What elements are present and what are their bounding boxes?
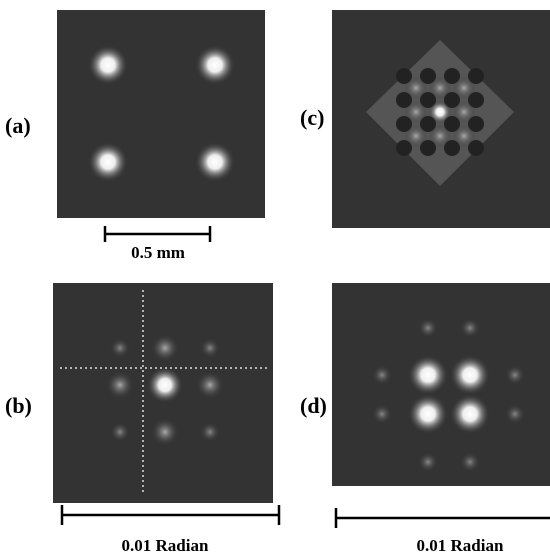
panel-b [53, 283, 273, 503]
scale-bar [62, 505, 279, 525]
scale-label: 0.01 Radian [122, 536, 209, 555]
panel-label: (d) [300, 393, 327, 418]
pattern-spot [444, 140, 460, 156]
figure: (a) 0.5 mm (c) (b) 0.01 Radian [0, 0, 550, 558]
panel-label: (a) [5, 113, 31, 138]
pattern-spot [468, 140, 484, 156]
scale-bar [105, 226, 210, 242]
scale-bar [336, 508, 550, 528]
scale-label: 0.01 Radian [417, 536, 504, 555]
panel-label: (c) [300, 105, 324, 130]
scale-label: 0.5 mm [131, 243, 185, 262]
panel-label: (b) [5, 393, 32, 418]
pattern-spot [396, 140, 412, 156]
panel-a [57, 10, 265, 218]
panel-d [332, 283, 550, 486]
panel-c [332, 10, 550, 228]
pattern-spot [420, 140, 436, 156]
